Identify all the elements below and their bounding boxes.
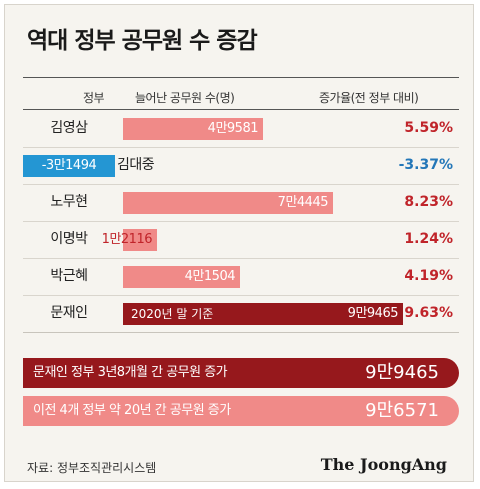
bar-value-label: 1만2116	[101, 232, 153, 247]
table-bottom-divider	[23, 332, 459, 333]
bar-annotation: 2020년 말 기준	[131, 307, 214, 321]
table-row: 이명박 1만2116 1.24%	[23, 221, 459, 259]
header-government: 정부	[83, 91, 105, 105]
bar-문재인: 9만9465 2020년 말 기준	[123, 303, 403, 325]
bar-노무현: 7만4445	[123, 192, 333, 214]
bar-value-label: -3만1494	[41, 158, 97, 173]
summary-previous: 이전 4개 정부 약 20년 간 공무원 증가 9만6571	[23, 396, 459, 426]
bar-이명박: 1만2116	[102, 229, 157, 251]
rate-value: 9.63%	[404, 305, 453, 321]
government-label: 김영삼	[50, 120, 88, 136]
bar-value-label: 4만1504	[184, 269, 236, 284]
summary-moon: 문재인 정부 3년8개월 간 공무원 증가 9만9465	[23, 358, 459, 388]
government-label: 김대중	[117, 157, 155, 173]
table-row: 문재인 9만9465 2020년 말 기준 9.63%	[23, 295, 459, 332]
table-row: 김영삼 4만9581 5.59%	[23, 110, 459, 148]
summary-previous-label: 이전 4개 정부 약 20년 간 공무원 증가	[33, 403, 231, 418]
summary-moon-label: 문재인 정부 3년8개월 간 공무원 증가	[33, 365, 228, 380]
government-label: 박근혜	[50, 268, 88, 284]
source-note: 자료: 정부조직관리시스템	[27, 461, 157, 475]
bar-박근혜: 4만1504	[123, 266, 240, 288]
header-bottom-divider	[23, 109, 459, 110]
rate-value: -3.37%	[398, 157, 453, 173]
table-row: 노무현 7만4445 8.23%	[23, 184, 459, 222]
government-label: 노무현	[50, 194, 88, 210]
infographic-frame: 역대 정부 공무원 수 증감 정부 늘어난 공무원 수(명) 증가율(전 정부 …	[4, 4, 474, 482]
brand-logo: The JoongAng	[320, 455, 447, 474]
header-rate: 증가율(전 정부 대비)	[319, 91, 419, 105]
rate-value: 8.23%	[404, 194, 453, 210]
bar-value-label: 4만9581	[207, 121, 259, 136]
summary-moon-value: 9만9465	[365, 362, 439, 383]
rate-value: 5.59%	[404, 120, 453, 136]
table-row: 박근혜 4만1504 4.19%	[23, 258, 459, 296]
chart-title: 역대 정부 공무원 수 증감	[27, 28, 258, 54]
rate-value: 4.19%	[404, 268, 453, 284]
summary-previous-value: 9만6571	[365, 400, 439, 421]
header-increase: 늘어난 공무원 수(명)	[135, 91, 235, 105]
government-label: 문재인	[50, 305, 88, 321]
header-top-divider	[23, 77, 459, 78]
bar-value-label: 7만4445	[277, 195, 329, 210]
bar-김대중: -3만1494	[23, 155, 115, 177]
table-row: 김대중 -3만1494 -3.37%	[23, 147, 459, 185]
bar-value-label: 9만9465	[347, 306, 399, 321]
government-label: 이명박	[50, 231, 88, 247]
rate-value: 1.24%	[404, 231, 453, 247]
bar-김영삼: 4만9581	[123, 118, 263, 140]
